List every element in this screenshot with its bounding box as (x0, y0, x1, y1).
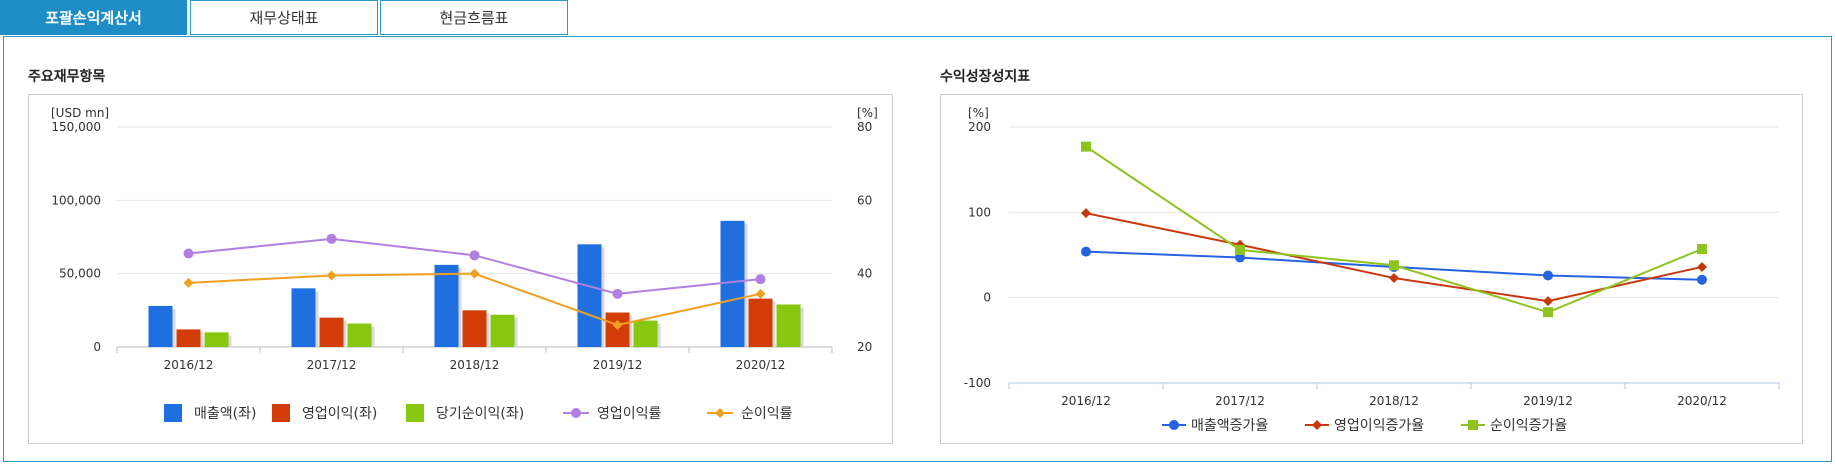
x-tick-label: 2019/12 (593, 358, 643, 372)
x-tick-label: 2017/12 (307, 358, 357, 372)
line-point (1543, 296, 1553, 307)
line-point (469, 268, 480, 279)
y-tick-label: -100 (964, 376, 991, 390)
legend-label: 순이익증가율 (1490, 418, 1567, 434)
legend-swatch (272, 404, 290, 422)
line-point (1389, 273, 1399, 284)
legend-marker (715, 408, 725, 418)
legend-marker (1468, 420, 1478, 430)
line-point (1697, 244, 1707, 255)
x-tick-label: 2020/12 (1677, 394, 1727, 408)
left-tick-label: 50,000 (59, 267, 101, 281)
x-tick-label: 2020/12 (736, 358, 786, 372)
line-series-3 (1085, 145, 1703, 314)
left-tick-label: 150,000 (51, 120, 101, 134)
bar-3 (633, 320, 658, 347)
legend-label: 당기순이익(좌) (436, 406, 524, 422)
x-tick-label: 2018/12 (450, 358, 500, 372)
bar-2 (176, 329, 201, 347)
line-series-1 (188, 237, 761, 295)
legend-label: 매출액(좌) (194, 406, 256, 422)
line-point (1543, 270, 1553, 281)
right-tick-label: 40 (857, 267, 872, 281)
y-tick-label: 0 (983, 291, 991, 305)
legend-swatch (406, 404, 424, 422)
bar-2 (319, 317, 344, 347)
legend-label: 매출액증가율 (1191, 418, 1268, 434)
right-axis-unit: [%] (857, 106, 878, 120)
left-tick-label: 0 (93, 340, 101, 354)
bar-3 (347, 323, 372, 347)
line-point (1389, 260, 1399, 271)
x-tick-label: 2017/12 (1215, 394, 1265, 408)
bar-3 (204, 332, 229, 347)
bar-1 (434, 264, 459, 347)
x-tick-label: 2019/12 (1523, 394, 1573, 408)
line-point (183, 277, 194, 288)
line-point (326, 233, 337, 244)
right-tick-label: 80 (857, 120, 872, 134)
legend-label: 영업이익증가율 (1334, 418, 1424, 434)
bar-1 (291, 288, 316, 347)
right-tick-label: 20 (857, 340, 872, 354)
right-tick-label: 60 (857, 193, 872, 207)
tab-balance-sheet[interactable]: 재무상태표 (190, 0, 378, 35)
line-point (183, 248, 194, 259)
bar-1 (577, 244, 602, 347)
y-tick-label: 200 (968, 120, 991, 134)
line-point (612, 288, 623, 299)
bar-2 (748, 298, 773, 347)
legend-label: 영업이익률 (597, 406, 662, 422)
line-point (755, 274, 766, 285)
line-point (1543, 307, 1553, 318)
x-tick-label: 2018/12 (1369, 394, 1419, 408)
legend-swatch (164, 404, 182, 422)
legend-marker (1312, 420, 1322, 430)
line-point (1081, 246, 1091, 257)
line-point (326, 270, 337, 281)
right-panel-title: 수익성장성지표 (940, 69, 1031, 85)
line-point (1081, 141, 1091, 152)
line-point (1235, 244, 1245, 255)
bar-2 (462, 310, 487, 347)
x-tick-label: 2016/12 (164, 358, 214, 372)
line-point (755, 288, 766, 299)
legend-label: 순이익률 (741, 406, 793, 422)
left-axis-unit: [USD mn] (51, 106, 109, 120)
left-tick-label: 100,000 (51, 193, 101, 207)
legend-marker (571, 408, 581, 418)
bar-3 (490, 314, 515, 347)
y-tick-label: 100 (968, 205, 991, 219)
bar-3 (776, 304, 801, 347)
growth-indicator-chart: -100 0 100 200[%] 2016/12 2017/12 2018/12 2019/… (964, 106, 1780, 434)
tab-cash-flow[interactable]: 현금흐름표 (380, 0, 568, 35)
growth-indicator-chart-box: -100 0 100 200 [%] 2016/12 2017/12 2018/12 2019/… (940, 94, 1803, 444)
line-point (1697, 261, 1707, 272)
line-point (612, 320, 623, 330)
x-tick-label: 2016/12 (1061, 394, 1111, 408)
line-point (469, 250, 480, 261)
financial-items-chart: 0 50,000 100,000 150,000 20 40 60 80 [USD mn] [%]… (51, 106, 878, 422)
line-point (1235, 252, 1245, 263)
financial-items-chart-box: 0 50,000 100,000 150,000 20 40 60 80 [USD mn] [%]… (28, 94, 893, 444)
line-point (1081, 208, 1091, 219)
y-axis-unit: [%] (968, 106, 989, 120)
bar-1 (720, 220, 745, 347)
bar-1 (148, 305, 173, 347)
legend-label: 영업이익(좌) (302, 406, 377, 422)
report-tabs: 포괄손익계산서 재무상태표 현금흐름표 (0, 0, 1835, 37)
legend-marker (1169, 420, 1179, 430)
left-panel-title: 주요재무항목 (28, 69, 106, 85)
tab-income-statement[interactable]: 포괄손익계산서 (0, 0, 187, 35)
line-point (1697, 274, 1707, 285)
